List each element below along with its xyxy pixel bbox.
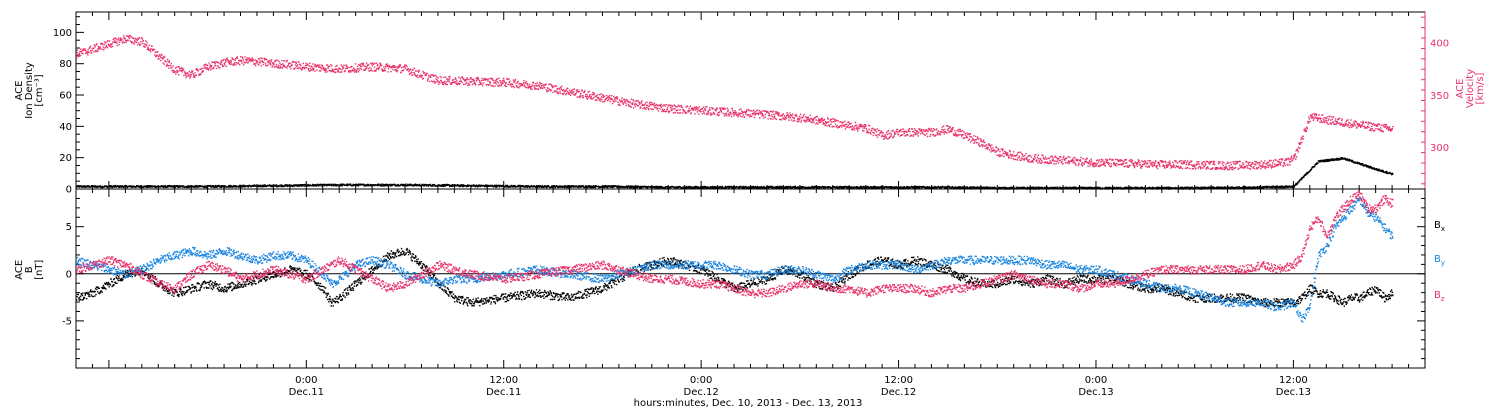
field-axis-title-line: B <box>24 266 35 273</box>
y-tick-label: 0 <box>66 269 72 280</box>
y-tick-label: 40 <box>59 122 72 133</box>
bx-label: Bx <box>1434 220 1445 233</box>
x-axis-title: hours:minutes, Dec. 10, 2013 - Dec. 13, … <box>634 398 863 409</box>
y-tick-label: 20 <box>59 153 72 164</box>
y2-tick-label: 400 <box>1430 39 1449 50</box>
field-axis-title-line: ACE <box>14 260 25 280</box>
y-tick-label: 5 <box>66 222 72 233</box>
bx-label-subscript: x <box>1441 225 1445 233</box>
velocity-axis-title-line: [km/s] <box>1475 72 1486 104</box>
bz-label: Bz <box>1434 290 1445 303</box>
x-tick-label-day: Dec.13 <box>1276 387 1311 398</box>
velocity-axis-title: ACEVelocity[km/s] <box>1455 69 1486 108</box>
field-axis-title-line: [nT] <box>34 260 45 280</box>
by-label-subscript: y <box>1441 259 1445 267</box>
y-tick-label: 80 <box>59 59 72 70</box>
bz-label-subscript: z <box>1441 295 1445 303</box>
velocity-points <box>76 34 1394 171</box>
bz-points <box>76 190 1394 299</box>
by-label: By <box>1434 254 1445 267</box>
density-axis-title-line: Ion Density <box>24 62 35 119</box>
velocity-axis-title-line: Velocity <box>1465 69 1476 108</box>
y-tick-label: 60 <box>59 91 72 102</box>
density-axis-title-line: ACE <box>14 81 25 101</box>
x-tick-label-day: Dec.13 <box>1078 387 1113 398</box>
magnetic-field-panel: 0:00Dec.1112:00Dec.110:00Dec.1212:00Dec.… <box>14 188 1445 398</box>
y-tick-label: 0 <box>66 185 72 196</box>
bx-points <box>76 247 1394 308</box>
x-tick-label-day: Dec.11 <box>289 387 324 398</box>
x-tick-label-time: 0:00 <box>295 375 317 386</box>
bz-label-name: B <box>1434 290 1441 301</box>
y2-tick-label: 350 <box>1430 91 1449 102</box>
x-tick-label-time: 12:00 <box>489 375 518 386</box>
y2-tick-label: 300 <box>1430 143 1449 154</box>
x-tick-label-day: Dec.12 <box>881 387 916 398</box>
x-tick-label-time: 12:00 <box>1279 375 1308 386</box>
density-axis-title-line: [cm⁻³] <box>34 74 45 106</box>
velocity-axis-title-line: ACE <box>1455 79 1466 99</box>
x-tick-label-time: 0:00 <box>1085 375 1107 386</box>
bx-label-name: B <box>1434 220 1441 231</box>
field-axis-title: ACEB[nT] <box>14 260 45 280</box>
x-tick-label-time: 0:00 <box>690 375 712 386</box>
by-label-name: B <box>1434 254 1441 265</box>
density-points <box>76 157 1394 190</box>
by-points <box>76 196 1394 323</box>
density-axis-title: ACEIon Density[cm⁻³] <box>14 62 45 119</box>
x-tick-label-day: Dec.11 <box>486 387 521 398</box>
y-tick-label: -5 <box>62 316 72 327</box>
x-tick-label-time: 12:00 <box>884 375 913 386</box>
y-tick-label: 100 <box>53 28 72 39</box>
x-tick-label-day: Dec.12 <box>684 387 719 398</box>
